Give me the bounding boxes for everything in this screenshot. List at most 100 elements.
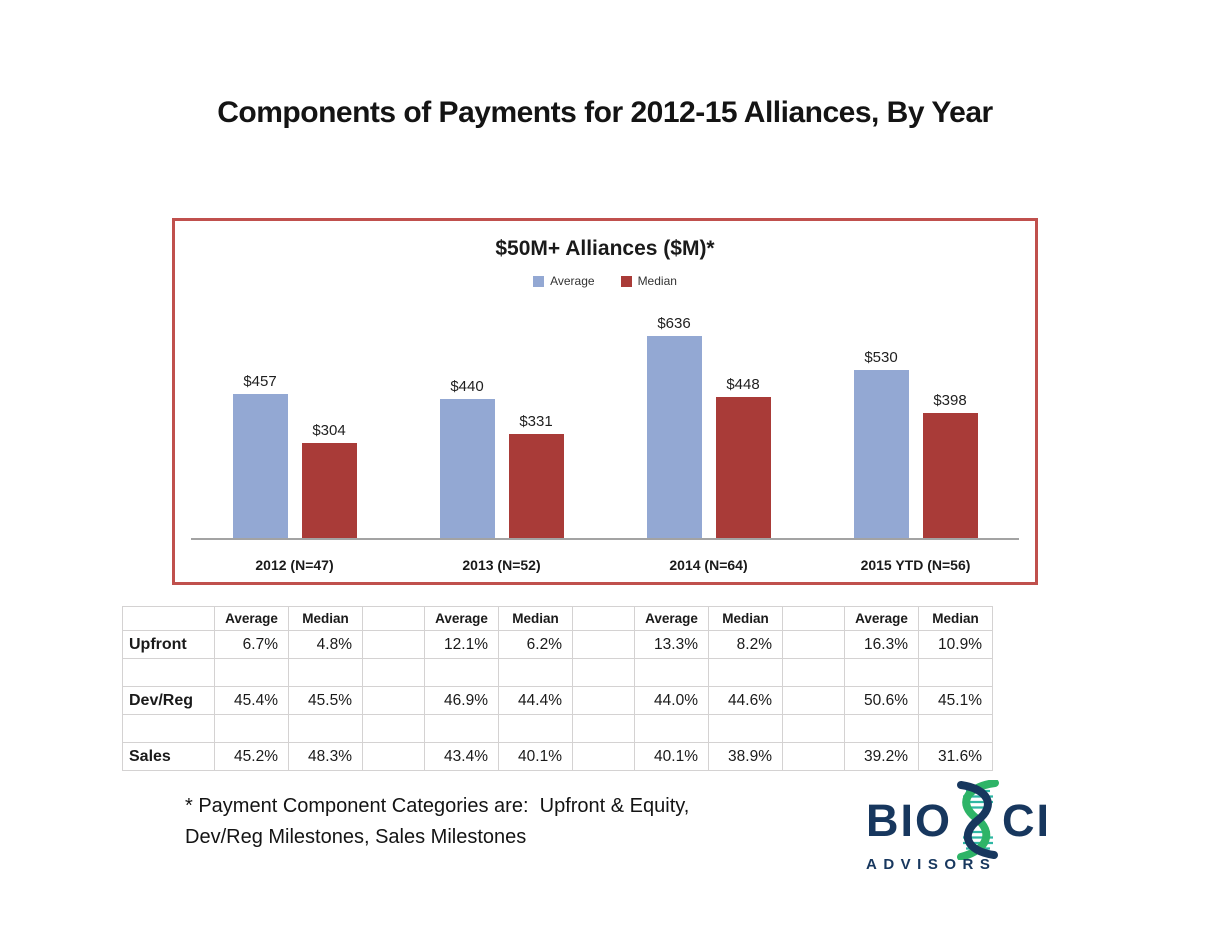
category-label: 2013 (N=52) — [462, 557, 541, 573]
footnote-line-2: Dev/Reg Milestones, Sales Milestones — [185, 826, 527, 848]
value-cell: 4.8% — [288, 630, 363, 659]
value-cell: 40.1% — [634, 742, 709, 771]
median-legend-swatch — [620, 275, 632, 287]
median-bar-column: $448 — [715, 376, 771, 540]
average-bar-column: $457 — [232, 373, 288, 540]
spacer-cell — [572, 630, 635, 659]
value-cell: 39.2% — [844, 742, 919, 771]
value-cell: 45.4% — [214, 686, 289, 715]
footnote-line-1: * Payment Component Categories are: Upfr… — [185, 795, 690, 817]
average-bar — [232, 394, 288, 540]
bar-value-label: $398 — [933, 392, 967, 409]
average-bar — [439, 399, 495, 540]
value-cell: 44.4% — [498, 686, 573, 715]
average-bar — [646, 336, 702, 540]
table-head: Average Median Average Median Average Median A… — [122, 606, 993, 631]
bar-group: $457 $304 — [191, 316, 398, 540]
spacer-cell — [782, 686, 845, 715]
dna-helix-icon — [957, 780, 1000, 860]
value-cell: 45.2% — [214, 742, 289, 771]
spacer-cell — [634, 714, 709, 743]
spacer-cell — [572, 686, 635, 715]
average-bar-column: $530 — [853, 349, 909, 540]
table-header-row: Average Median Average Median Average Median A… — [122, 606, 993, 631]
value-cell: 43.4% — [424, 742, 499, 771]
value-cell: 45.5% — [288, 686, 363, 715]
legend-label-average: Average — [550, 274, 595, 288]
value-cell: 46.9% — [424, 686, 499, 715]
bar-value-label: $636 — [657, 315, 691, 332]
spacer-cell — [288, 714, 363, 743]
logo-wordmark: BIO CI — [866, 780, 1136, 860]
spacer-cell — [844, 658, 919, 687]
column-header-spacer — [362, 606, 425, 631]
bar-value-label: $331 — [519, 413, 553, 430]
spacer-cell — [572, 714, 635, 743]
category-labels: 2012 (N=47) 2013 (N=52) 2014 (N=64) 2015 YT… — [191, 557, 1019, 573]
plot-area: $457 $304 $440 $331 $636 $448 $530 $398 — [191, 315, 1019, 540]
value-cell: 50.6% — [844, 686, 919, 715]
column-header-average: Average — [214, 606, 289, 631]
median-bar — [301, 443, 357, 540]
category-label: 2014 (N=64) — [669, 557, 748, 573]
spacer-cell — [708, 658, 783, 687]
column-header-average: Average — [634, 606, 709, 631]
column-header-median: Median — [288, 606, 363, 631]
average-bar-column: $440 — [439, 378, 495, 540]
spacer-cell — [634, 658, 709, 687]
median-bar — [508, 434, 564, 540]
spacer-cell — [362, 630, 425, 659]
spacer-cell — [214, 658, 289, 687]
value-cell: 31.6% — [918, 742, 993, 771]
spacer-cell — [572, 658, 635, 687]
column-header-blank — [122, 606, 215, 631]
row-label-cell: Dev/Reg — [122, 686, 215, 715]
value-cell: 38.9% — [708, 742, 783, 771]
value-cell: 45.1% — [918, 686, 993, 715]
column-header-spacer — [572, 606, 635, 631]
spacer-cell — [362, 714, 425, 743]
bar-value-label: $448 — [726, 376, 760, 393]
spacer-cell — [782, 630, 845, 659]
value-cell: 12.1% — [424, 630, 499, 659]
spacer-cell — [918, 714, 993, 743]
value-cell: 16.3% — [844, 630, 919, 659]
table-spacer-row — [122, 658, 993, 687]
column-header-median: Median — [498, 606, 573, 631]
legend-item-median: Median — [620, 274, 677, 288]
row-label-cell: Sales — [122, 742, 215, 771]
bar-group: $440 $331 — [398, 316, 605, 540]
column-header-average: Average — [424, 606, 499, 631]
logo-text-ci: CI — [1002, 794, 1052, 846]
value-cell: 44.0% — [634, 686, 709, 715]
spacer-cell — [362, 686, 425, 715]
bar-group: $530 $398 — [812, 316, 1019, 540]
value-cell: 40.1% — [498, 742, 573, 771]
spacer-cell — [362, 658, 425, 687]
median-bar — [922, 413, 978, 540]
value-cell: 6.2% — [498, 630, 573, 659]
spacer-cell — [572, 742, 635, 771]
row-label-cell — [122, 714, 215, 743]
column-header-spacer — [782, 606, 845, 631]
median-bar-column: $331 — [508, 413, 564, 540]
logo-text-bio: BIO — [866, 794, 953, 846]
chart-title: $50M+ Alliances ($M)* — [495, 237, 715, 260]
spacer-cell — [288, 658, 363, 687]
spacer-cell — [782, 742, 845, 771]
row-label-cell: Upfront — [122, 630, 215, 659]
chart-panel: $50M+ Alliances ($M)* Average Median $45… — [172, 218, 1038, 585]
chart-legend: Average Median — [175, 274, 1035, 288]
column-header-median: Median — [918, 606, 993, 631]
column-header-median: Median — [708, 606, 783, 631]
median-bar-column: $304 — [301, 422, 357, 540]
row-label-cell — [122, 658, 215, 687]
median-bar-column: $398 — [922, 392, 978, 540]
x-axis-line — [191, 538, 1019, 540]
table-row-upfront: Upfront 6.7% 4.8% 12.1% 6.2% 13.3% 8.2% 16.3% 10… — [122, 630, 993, 659]
page-title: Components of Payments for 2012-15 Allia… — [217, 96, 993, 129]
biosci-logo: BIO CI ADVISORS — [866, 780, 1136, 873]
bar-value-label: $457 — [243, 373, 277, 390]
spacer-cell — [362, 742, 425, 771]
